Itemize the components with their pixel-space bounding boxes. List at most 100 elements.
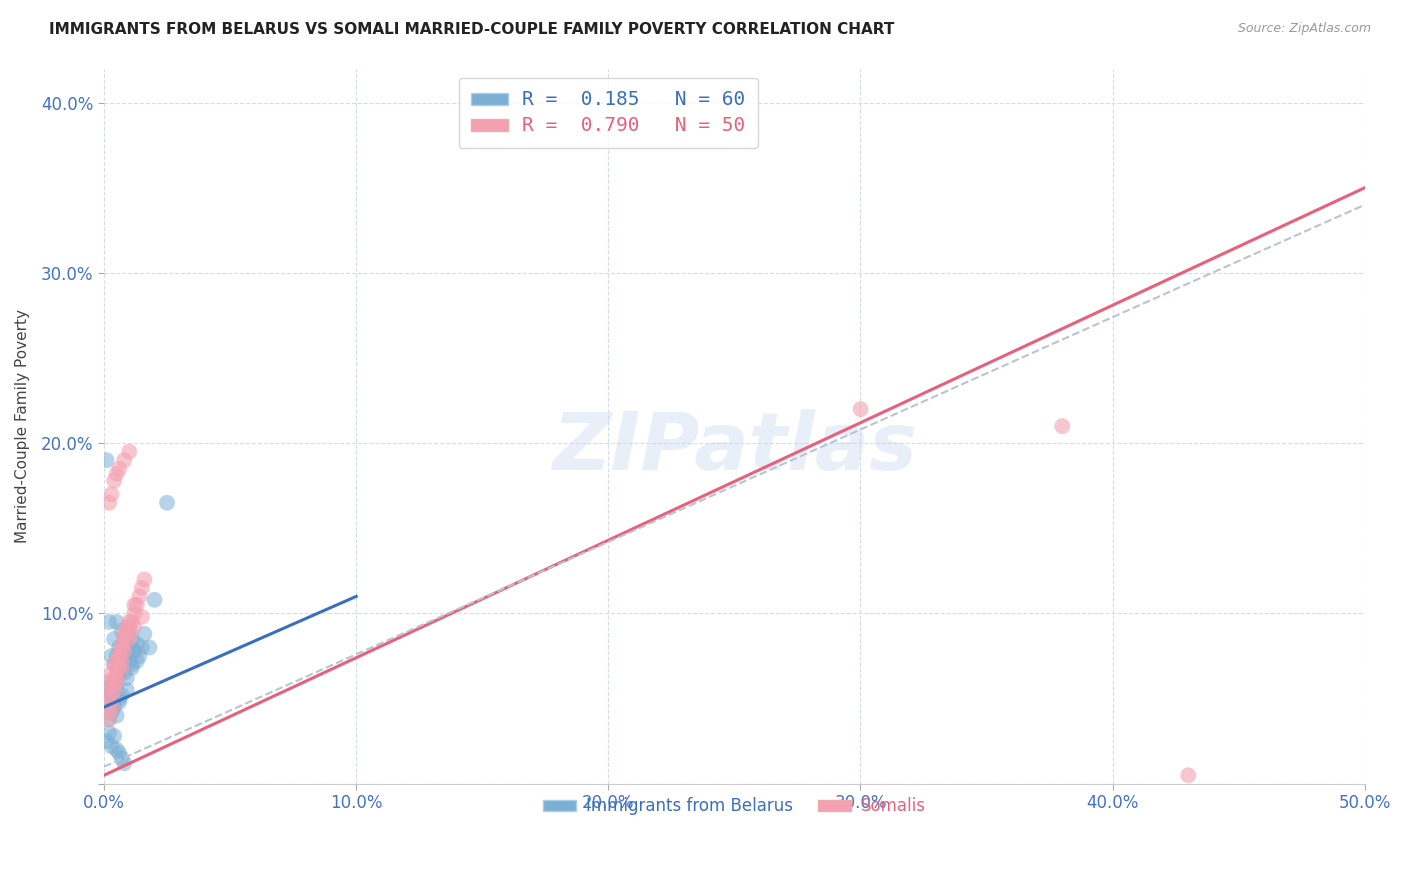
Point xyxy=(1050,419,1073,434)
Point xyxy=(103,671,125,685)
Point xyxy=(105,661,128,675)
Point xyxy=(103,657,125,672)
Point xyxy=(105,671,128,685)
Point xyxy=(111,640,134,655)
Point xyxy=(111,654,134,668)
Point xyxy=(128,648,150,663)
Point xyxy=(108,695,131,709)
Point xyxy=(131,581,153,595)
Point xyxy=(103,632,125,646)
Point xyxy=(134,627,156,641)
Text: IMMIGRANTS FROM BELARUS VS SOMALI MARRIED-COUPLE FAMILY POVERTY CORRELATION CHAR: IMMIGRANTS FROM BELARUS VS SOMALI MARRIE… xyxy=(49,22,894,37)
Point xyxy=(105,648,128,663)
Point xyxy=(100,705,122,719)
Point xyxy=(112,632,135,646)
Point xyxy=(156,496,179,510)
Point xyxy=(105,678,128,692)
Point xyxy=(108,746,131,760)
Point xyxy=(105,674,128,689)
Legend: Immigrants from Belarus, Somalis: Immigrants from Belarus, Somalis xyxy=(533,788,936,825)
Point xyxy=(111,624,134,638)
Point xyxy=(124,644,146,658)
Point xyxy=(98,712,121,726)
Point xyxy=(98,705,121,719)
Point xyxy=(111,688,134,702)
Point xyxy=(103,678,125,692)
Point xyxy=(124,607,146,621)
Point xyxy=(112,632,135,646)
Point xyxy=(115,671,138,685)
Text: ZIPatlas: ZIPatlas xyxy=(553,409,917,486)
Point xyxy=(96,734,118,748)
Point xyxy=(115,627,138,641)
Point xyxy=(108,640,131,655)
Point xyxy=(108,661,131,675)
Point xyxy=(105,674,128,689)
Point xyxy=(131,610,153,624)
Point xyxy=(96,453,118,467)
Point xyxy=(111,751,134,765)
Point xyxy=(105,742,128,756)
Point xyxy=(100,700,122,714)
Point xyxy=(112,627,135,641)
Point xyxy=(131,640,153,655)
Point xyxy=(112,756,135,771)
Point xyxy=(111,661,134,675)
Point xyxy=(105,654,128,668)
Point xyxy=(108,691,131,706)
Point xyxy=(100,688,122,702)
Point xyxy=(98,695,121,709)
Point xyxy=(103,683,125,698)
Point xyxy=(108,648,131,663)
Point xyxy=(98,683,121,698)
Text: Source: ZipAtlas.com: Source: ZipAtlas.com xyxy=(1237,22,1371,36)
Point xyxy=(98,674,121,689)
Point xyxy=(100,700,122,714)
Point xyxy=(118,620,141,634)
Point xyxy=(128,590,150,604)
Point xyxy=(103,657,125,672)
Point xyxy=(118,444,141,458)
Point xyxy=(111,657,134,672)
Point xyxy=(124,598,146,612)
Point xyxy=(118,624,141,638)
Point xyxy=(103,700,125,714)
Point xyxy=(108,666,131,681)
Point xyxy=(98,712,121,726)
Point xyxy=(125,654,148,668)
Point xyxy=(1177,768,1199,782)
Point xyxy=(111,640,134,655)
Point xyxy=(100,688,122,702)
Point xyxy=(124,644,146,658)
Point xyxy=(103,474,125,488)
Point xyxy=(124,620,146,634)
Point xyxy=(121,657,143,672)
Point xyxy=(105,708,128,723)
Point xyxy=(105,467,128,481)
Point xyxy=(96,695,118,709)
Point xyxy=(115,640,138,655)
Point xyxy=(138,640,160,655)
Point xyxy=(108,461,131,475)
Point xyxy=(115,620,138,634)
Y-axis label: Married-Couple Family Poverty: Married-Couple Family Poverty xyxy=(15,310,30,543)
Point xyxy=(125,637,148,651)
Point xyxy=(112,654,135,668)
Point xyxy=(108,666,131,681)
Point xyxy=(849,402,872,417)
Point xyxy=(100,487,122,501)
Point xyxy=(121,632,143,646)
Point xyxy=(96,683,118,698)
Point xyxy=(105,615,128,629)
Point xyxy=(118,632,141,646)
Point xyxy=(112,453,135,467)
Point xyxy=(112,666,135,681)
Point xyxy=(100,648,122,663)
Point xyxy=(115,683,138,698)
Point xyxy=(103,674,125,689)
Point xyxy=(98,683,121,698)
Point xyxy=(125,598,148,612)
Point xyxy=(112,644,135,658)
Point xyxy=(98,725,121,739)
Point xyxy=(103,691,125,706)
